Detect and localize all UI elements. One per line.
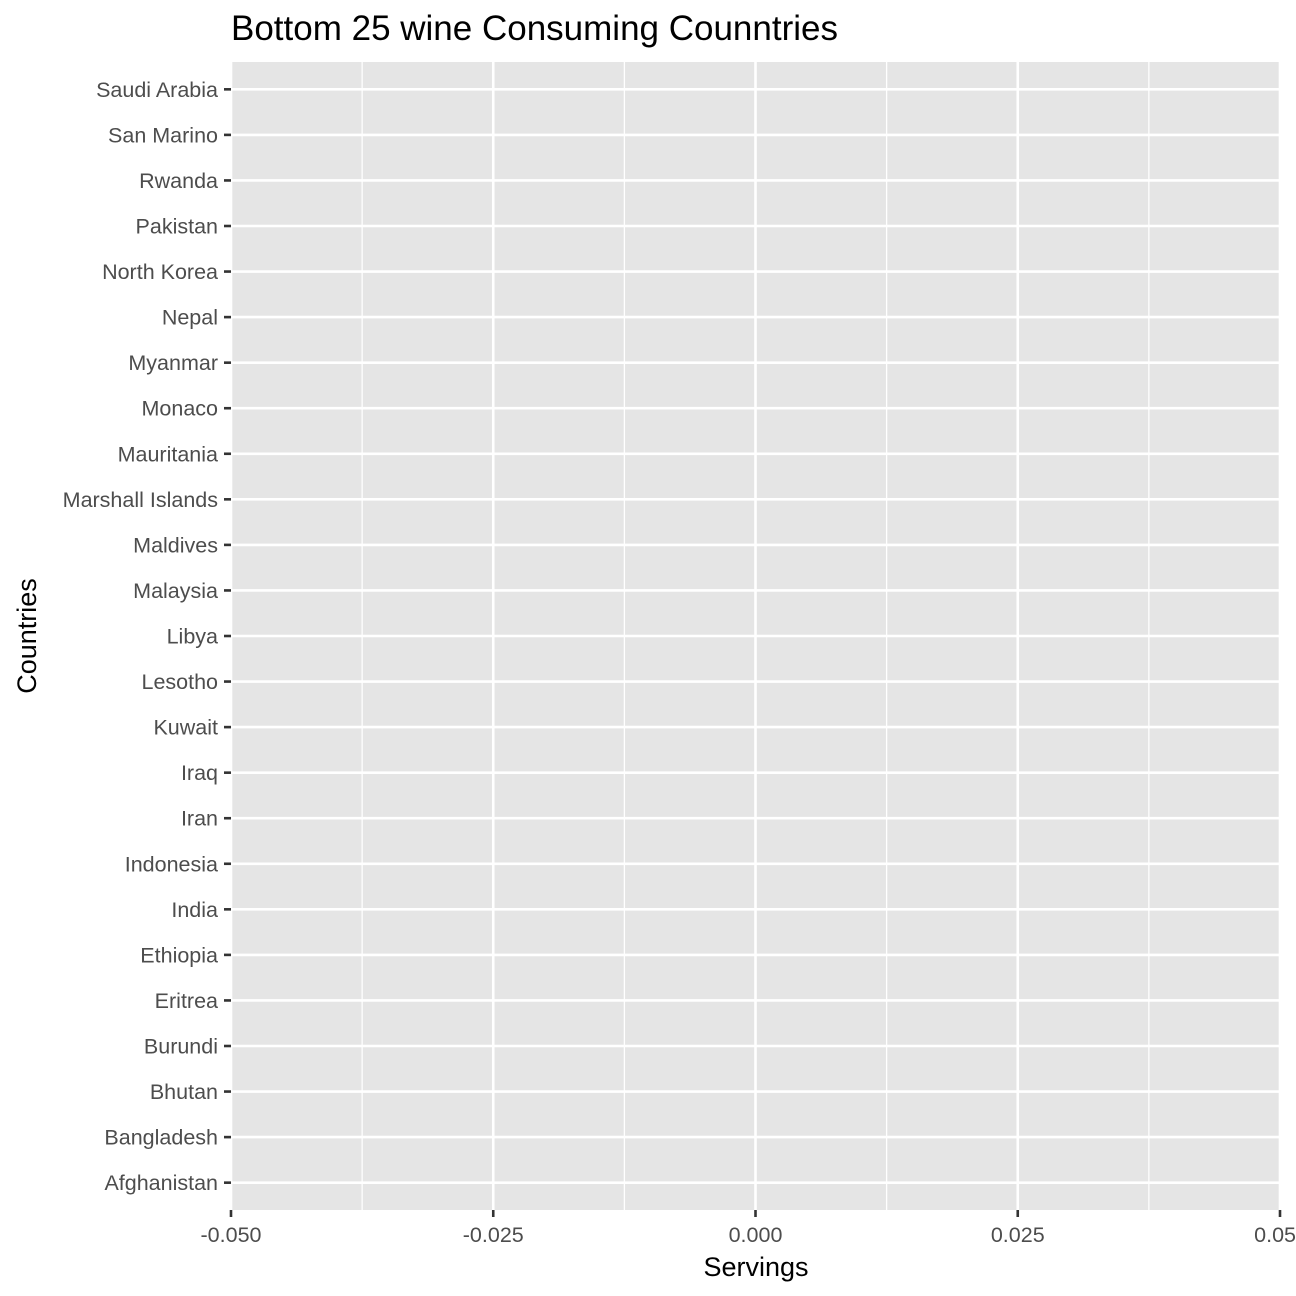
y-tick-label: Nepal [162,306,218,330]
y-tick-label: Iraq [181,761,218,785]
y-tick-label: Mauritania [118,442,218,466]
y-tick-label: Indonesia [125,852,218,876]
y-tick-label: Myanmar [128,351,218,375]
y-tick-label: Burundi [144,1035,218,1059]
x-axis: -0.050 -0.025 0.000 0.025 0.05 [201,1210,1296,1247]
x-tick-label: -0.025 [463,1223,524,1247]
y-tick-label: Malaysia [133,579,218,603]
y-tick-label: Pakistan [136,215,218,239]
grid-lines [229,62,1282,1210]
y-tick-label: Saudi Arabia [96,78,218,102]
y-axis: Afghanistan Bangladesh Bhutan Burundi Eritre… [63,78,231,1195]
y-tick-label: Monaco [142,397,219,421]
y-tick-label: Rwanda [139,169,218,193]
x-tick-label: 0.000 [729,1223,783,1247]
y-tick-label: Eritrea [155,989,218,1013]
y-tick-label: Bhutan [150,1080,218,1104]
y-tick-label: Kuwait [153,716,218,740]
y-tick-label: Afghanistan [104,1171,218,1195]
y-tick-label: India [171,898,218,922]
y-tick-label: Iran [181,807,218,831]
y-tick-label: Libya [167,625,218,649]
x-tick-label: 0.05 [1254,1223,1296,1247]
y-tick-label: San Marino [108,123,218,147]
y-tick-label: Ethiopia [140,943,218,967]
y-tick-label: Maldives [133,533,218,557]
x-axis-title: Servings [703,1252,808,1282]
chart-title: Bottom 25 wine Consuming Counntries [231,9,838,48]
x-tick-label: -0.050 [201,1223,262,1247]
y-tick-label: North Korea [102,260,218,284]
y-tick-label: Bangladesh [104,1126,218,1150]
x-tick-label: 0.025 [991,1223,1045,1247]
y-axis-title: Countries [12,578,42,694]
y-tick-label: Lesotho [141,670,218,694]
y-tick-label: Marshall Islands [63,488,218,512]
